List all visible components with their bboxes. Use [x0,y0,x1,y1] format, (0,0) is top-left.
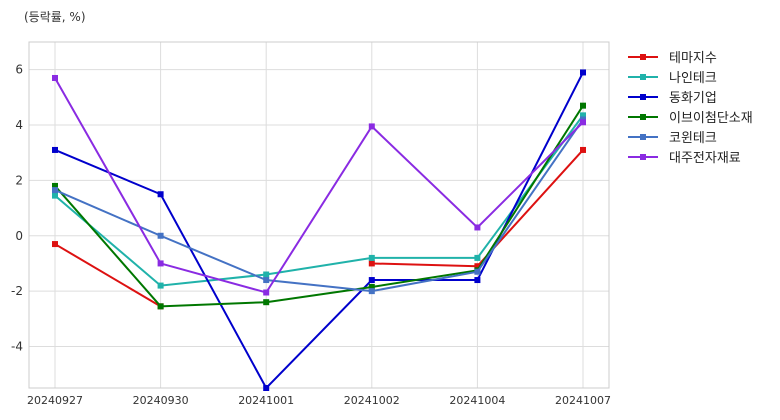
data-point [474,268,481,275]
data-point [474,277,481,284]
data-point [263,299,270,306]
y-axis: -4 -2 0 2 4 6 [11,63,23,354]
data-point [52,241,58,248]
series-line [54,118,584,293]
x-tick-label: 20241002 [344,394,400,407]
legend-item: 대주전자재료 [628,151,741,166]
y-tick-label: -2 [11,284,23,298]
series-group [52,102,586,310]
data-point [263,277,270,284]
data-point [52,187,58,194]
x-tick-label: 20240927 [27,394,83,407]
data-point [368,260,375,267]
data-point [157,260,164,267]
data-point [580,112,586,119]
legend-swatch-marker [640,74,646,80]
data-point [52,192,58,199]
legend-label: 동화기업 [669,91,717,106]
series-line [54,114,584,287]
unit-label: (등락률, %) [24,10,86,24]
data-point [368,288,375,295]
y-tick-label: 4 [15,118,23,132]
data-point [474,224,481,231]
data-point [580,69,586,76]
series-lines [52,69,586,391]
x-axis: 20240927 20240930 20241001 20241002 20241004… [27,394,611,407]
legend-item: 이브이첨단소재 [628,111,753,126]
legend-swatch-marker [640,94,646,100]
data-point [52,74,58,81]
legend-label: 대주전자재료 [669,151,741,166]
data-point [157,232,164,239]
data-point [368,283,375,290]
legend-swatch-marker [640,54,646,60]
y-tick-label: 6 [15,63,23,77]
data-point [157,282,164,289]
plot-frame [28,41,610,389]
legend-label: 나인테크 [669,71,717,86]
legend-swatch-marker [640,154,646,160]
data-point [52,146,58,153]
data-point [474,254,481,261]
data-point [52,182,58,189]
grid [29,42,609,388]
legend-item: 동화기업 [628,91,717,106]
y-tick-label: -4 [11,339,23,353]
y-tick-label: 2 [15,173,23,187]
legend-item: 테마지수 [628,51,717,66]
data-point [263,271,270,278]
series-group [52,112,586,289]
data-point [580,119,586,126]
series-line [54,243,162,308]
series-line [54,77,584,294]
data-point [263,385,270,391]
legend-swatch-marker [640,114,646,120]
legend-label: 테마지수 [669,51,717,66]
data-point [368,254,375,261]
data-point [263,289,270,296]
data-point [368,277,375,284]
legend-item: 코윈테크 [628,131,717,146]
x-tick-label: 20241007 [555,394,611,407]
series-group [52,74,586,296]
data-point [157,303,164,310]
data-point [580,102,586,109]
legend-label: 이브이첨단소재 [669,111,753,126]
series-group [52,116,586,295]
y-tick-label: 0 [15,229,23,243]
legend-item: 나인테크 [628,71,717,86]
data-point [474,263,481,270]
legend-label: 코윈테크 [669,131,717,146]
x-tick-label: 20241004 [449,394,505,407]
x-tick-label: 20240930 [133,394,189,407]
data-point [157,191,164,198]
data-point [368,123,375,130]
legend-swatch-marker [640,134,646,140]
data-point [580,146,586,153]
series-line [54,105,584,308]
x-tick-label: 20241001 [238,394,294,407]
